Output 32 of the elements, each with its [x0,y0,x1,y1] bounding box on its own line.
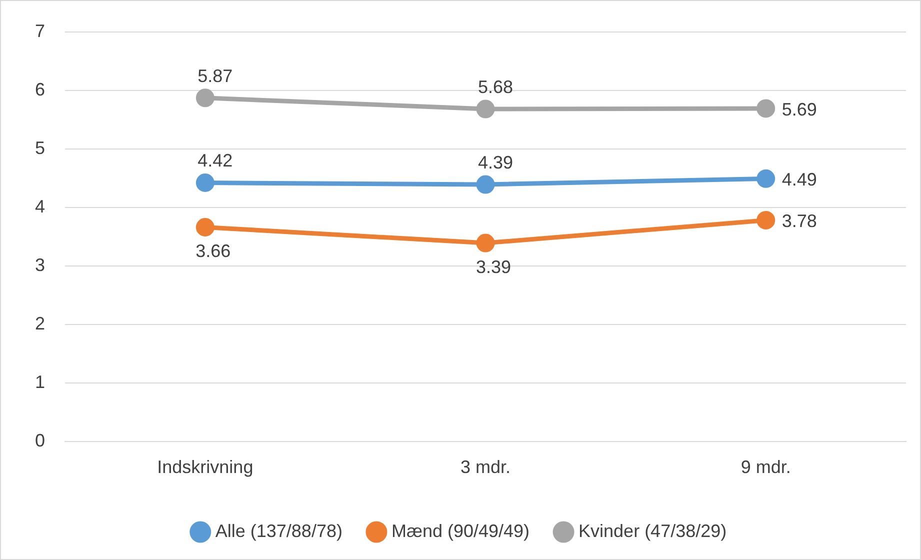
y-tick-label: 0 [34,430,46,450]
legend-label: Kvinder (47/38/29) [578,520,727,541]
point [756,99,776,118]
data-label: 5.69 [782,99,817,120]
data-label: 3.78 [782,211,817,232]
data-label: 4.49 [782,170,817,190]
point [476,100,495,118]
legend-label: Mænd (90/49/49) [391,520,530,541]
point [196,218,214,236]
data-label: 4.39 [478,152,514,172]
y-tick-label: 1 [34,372,46,392]
point [476,234,495,252]
data-label: 4.42 [198,150,233,171]
x-tick-label: Indskrivning [157,457,254,478]
y-tick-label: 5 [34,138,46,158]
data-label: 3.39 [476,257,512,278]
y-tick-label: 7 [34,20,46,41]
x-tick-label: 3 mdr. [460,457,511,478]
x-tick-label: 9 mdr. [740,457,791,478]
y-tick-label: 2 [34,313,46,334]
data-label: 5.87 [198,66,233,86]
y-tick-label: 6 [34,79,46,100]
y-tick-label: 3 [34,254,46,275]
point [196,174,214,192]
point [196,88,214,108]
point [476,175,495,194]
data-label: 3.66 [196,241,231,262]
point [756,169,776,188]
data-label: 5.68 [478,77,514,98]
legend-label: Alle (137/88/78) [215,520,342,541]
point [756,210,776,230]
y-tick-label: 4 [34,196,46,216]
